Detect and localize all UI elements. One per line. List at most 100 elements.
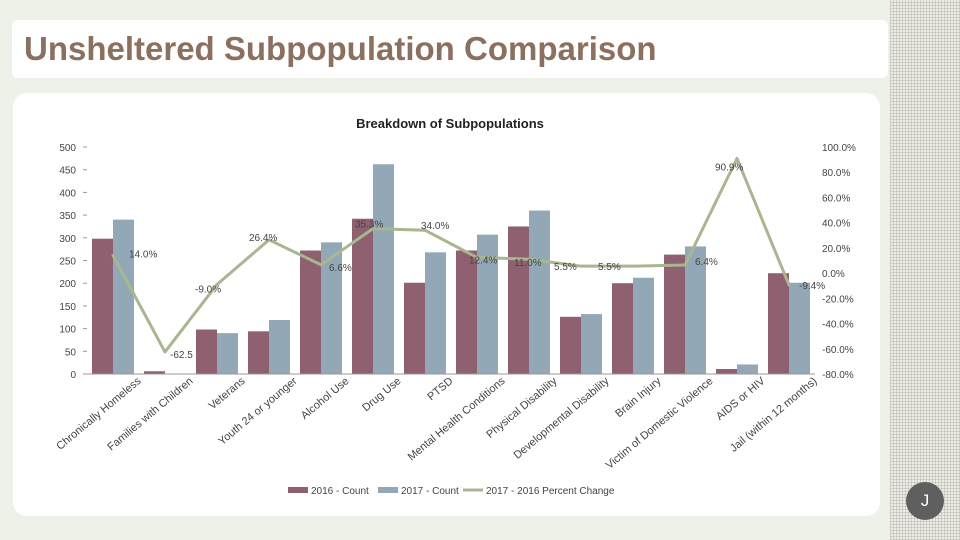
right-axis-tick-label: -20.0%: [822, 294, 854, 305]
legend-swatch-2016: [288, 487, 308, 493]
right-axis-tick-label: 80.0%: [822, 168, 850, 179]
percent-change-label: -9.0%: [195, 284, 221, 295]
left-axis-tick-label: 0: [70, 370, 76, 381]
percent-change-point: [683, 263, 687, 267]
right-axis-tick-label: -60.0%: [822, 345, 854, 356]
percent-change-point: [371, 227, 375, 231]
percent-change-point: [735, 156, 739, 160]
bar-2017: [581, 314, 602, 374]
left-axis-tick-label: 150: [59, 302, 76, 313]
bar-2016: [612, 283, 633, 374]
percent-change-point: [111, 253, 115, 257]
bar-2016: [300, 250, 321, 374]
percent-change-point: [215, 282, 219, 286]
bar-2017: [477, 234, 498, 374]
bar-2017: [113, 219, 134, 374]
right-axis-tick-label: 100.0%: [822, 143, 856, 154]
legend-swatch-2017: [378, 487, 398, 493]
x-category-label: Alcohol Use: [299, 375, 352, 422]
percent-change-label: 11.0%: [514, 258, 542, 269]
x-category-label: Families with Children: [105, 375, 195, 453]
percent-change-point: [475, 255, 479, 259]
percent-change-point: [163, 350, 167, 354]
percent-change-label: 5.5%: [554, 262, 577, 273]
percent-change-point: [579, 264, 583, 268]
x-category-label: Drug Use: [360, 375, 403, 414]
right-axis-tick-label: 0.0%: [822, 269, 845, 280]
left-axis-tick-label: 50: [65, 347, 77, 358]
bar-2016: [456, 250, 477, 374]
x-category-label: Veterans: [207, 375, 248, 412]
left-axis-tick-label: 100: [59, 325, 76, 336]
percent-change-label: -62.5: [170, 350, 193, 361]
percent-change-label: 5.5%: [598, 262, 621, 273]
bar-2017: [373, 164, 394, 374]
title-box: Unsheltered Subpopulation Comparison: [12, 20, 888, 78]
bar-2017: [217, 333, 238, 374]
decorative-hatch-panel: [890, 0, 960, 540]
percent-change-label: -9.4%: [799, 281, 825, 292]
bar-2017: [737, 364, 758, 374]
x-category-label: AIDS or HIV: [714, 375, 768, 423]
right-axis-tick-label: 40.0%: [822, 219, 850, 230]
bar-2016: [404, 282, 425, 374]
percent-change-label: 26.4%: [249, 233, 277, 244]
bar-2017: [529, 210, 550, 374]
percent-change-point: [423, 228, 427, 232]
left-axis-tick-label: 400: [59, 188, 76, 199]
bar-2017: [321, 242, 342, 374]
percent-change-label: 34.0%: [421, 221, 449, 232]
left-axis-tick-label: 350: [59, 211, 76, 222]
bar-2016: [92, 238, 113, 374]
bar-2017: [269, 319, 290, 374]
x-category-label: Jail (within 12 months): [728, 375, 820, 455]
bar-2017: [633, 277, 654, 374]
x-category-label: Chronically Homeless: [54, 375, 144, 453]
legend-label: 2016 - Count: [311, 486, 369, 497]
percent-change-point: [267, 238, 271, 242]
right-axis-tick-label: 20.0%: [822, 244, 850, 255]
percent-change-line: [111, 156, 791, 354]
right-axis-tick-label: -40.0%: [822, 320, 854, 331]
percent-change-point: [527, 257, 531, 261]
x-category-label: PTSD: [425, 375, 455, 403]
legend-label: 2017 - 2016 Percent Change: [486, 486, 615, 497]
percent-change-label: 90.9%: [715, 162, 743, 173]
left-axis-tick-label: 200: [59, 279, 76, 290]
x-category-label: Mental Health Conditions: [406, 375, 508, 464]
percent-change-point: [631, 264, 635, 268]
bar-2016: [508, 226, 529, 374]
x-category-label: Victim of Domestic Violence: [604, 375, 716, 472]
chart-panel: Breakdown of Subpopulations 0 50 100 150 200…: [13, 93, 880, 516]
bar-2016: [716, 369, 737, 374]
bar-2017: [685, 246, 706, 374]
percent-change-label: 14.0%: [129, 249, 157, 260]
left-axis-tick-label: 500: [59, 143, 76, 154]
bar-2017: [425, 252, 446, 374]
left-axis-tick-label: 450: [59, 166, 76, 177]
percent-change-label: 6.6%: [329, 263, 352, 274]
bar-2016: [768, 273, 789, 374]
percent-change-label: 35.3%: [355, 220, 383, 231]
bar-2016: [248, 331, 269, 374]
percent-change-label: 6.4%: [695, 257, 718, 268]
right-axis-tick-label: -80.0%: [822, 370, 854, 381]
slide-title: Unsheltered Subpopulation Comparison: [24, 30, 657, 67]
percent-change-label: 12.4%: [469, 255, 497, 266]
right-axis-tick-label: 60.0%: [822, 193, 850, 204]
bar-2016: [664, 254, 685, 374]
bar-2016: [560, 316, 581, 374]
bar-2016: [144, 371, 165, 374]
chart-title: Breakdown of Subpopulations: [356, 116, 544, 131]
subpopulation-chart: Breakdown of Subpopulations 0 50 100 150 200…: [54, 116, 856, 497]
bar-2017: [789, 282, 810, 374]
slide-badge: J: [906, 482, 944, 520]
bar-2016: [196, 329, 217, 374]
bar-2016: [352, 218, 373, 374]
percent-change-point: [319, 263, 323, 267]
left-axis-tick-label: 300: [59, 234, 76, 245]
legend-label: 2017 - Count: [401, 486, 459, 497]
x-category-label: Developmental Disability: [512, 375, 612, 462]
percent-change-point: [787, 283, 791, 287]
x-category-label: Brain Injury: [613, 375, 664, 420]
